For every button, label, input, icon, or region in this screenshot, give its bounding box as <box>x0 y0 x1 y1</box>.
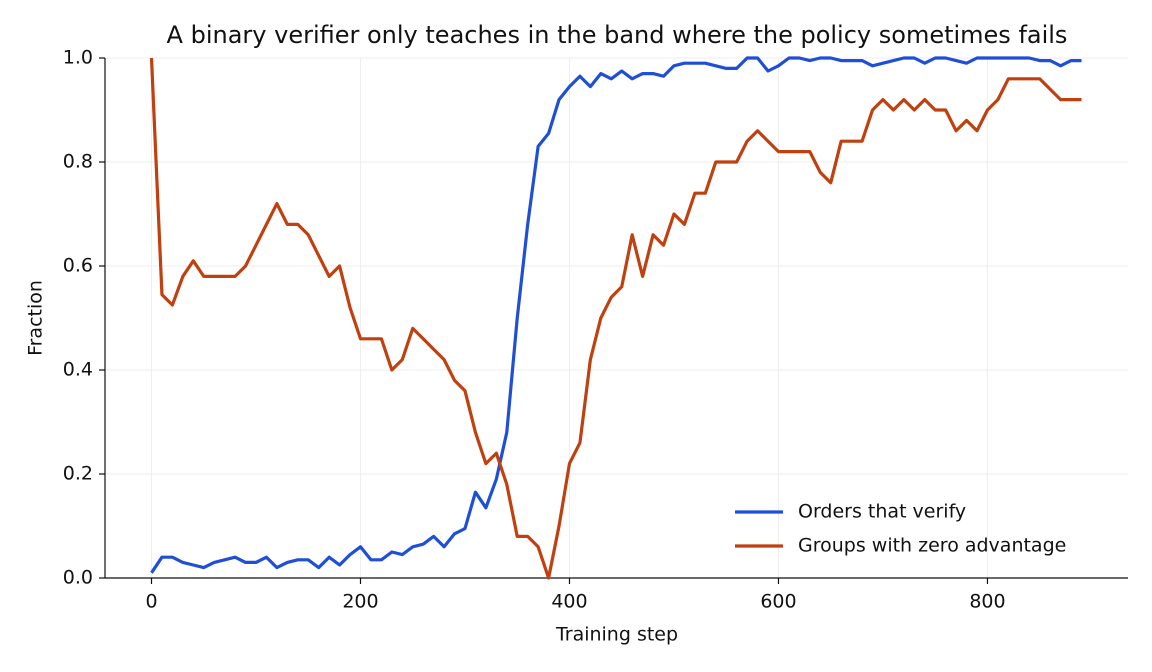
x-tick-label: 0 <box>145 591 157 613</box>
x-axis-label: Training step <box>555 624 678 646</box>
x-tick-label: 600 <box>760 591 796 613</box>
chart-title: A binary verifier only teaches in the ba… <box>167 21 1068 49</box>
y-tick-label: 0.6 <box>63 255 93 277</box>
legend-label: Groups with zero advantage <box>798 535 1066 557</box>
y-tick-label: 1.0 <box>63 47 93 69</box>
y-tick-label: 0.2 <box>63 463 93 485</box>
y-tick-label: 0.8 <box>63 151 93 173</box>
line-series <box>149 57 1082 580</box>
line-series <box>150 56 1082 574</box>
y-tick-label: 0.0 <box>63 567 93 589</box>
x-tick-label: 800 <box>969 591 1005 613</box>
legend-label: Orders that verify <box>798 501 966 523</box>
y-axis-label: Fraction <box>25 280 47 356</box>
x-tick-label: 400 <box>551 591 587 613</box>
y-tick-label: 0.4 <box>63 359 93 381</box>
x-tick-label: 200 <box>342 591 378 613</box>
